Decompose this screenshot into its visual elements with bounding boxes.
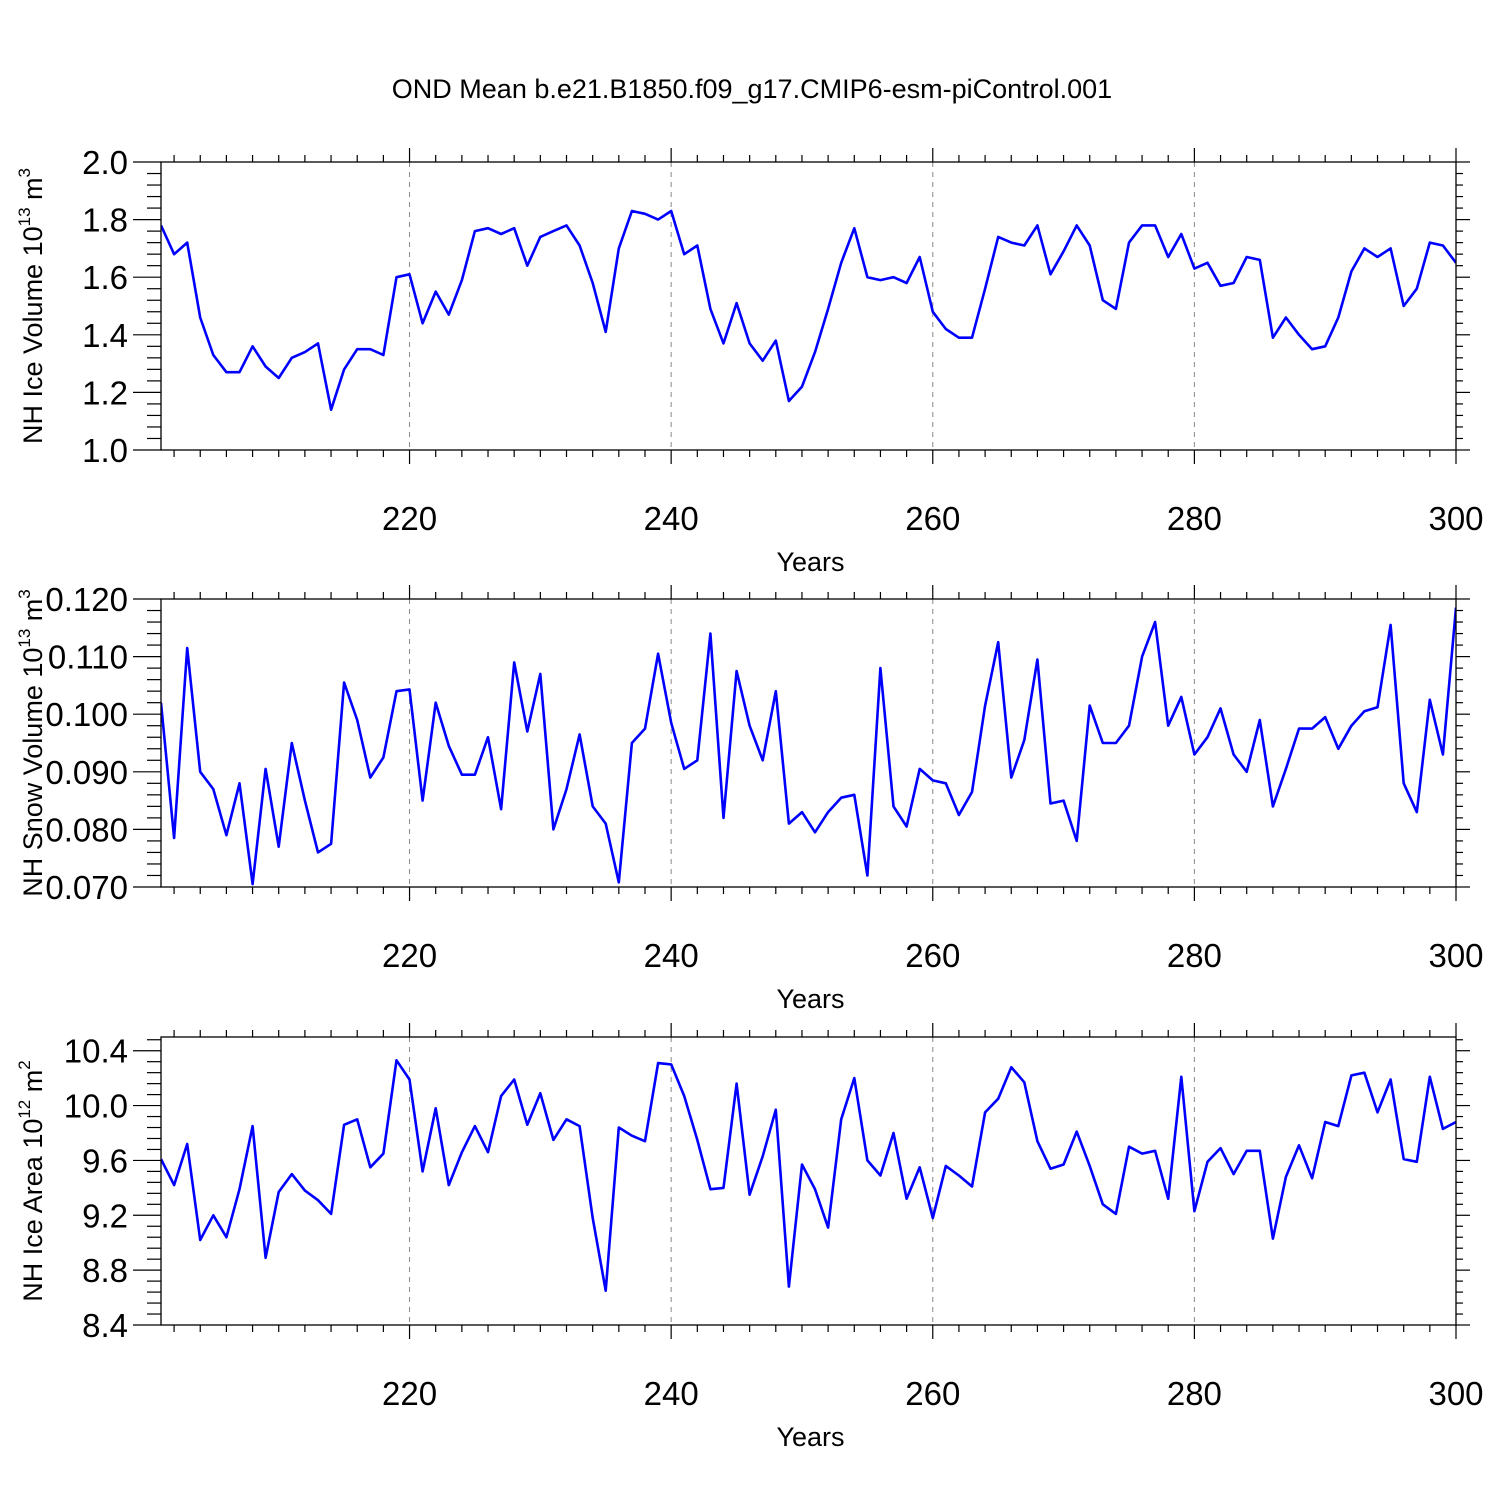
snow-volume-ytick-label: 0.120 <box>45 581 128 618</box>
ice-volume-xtick-label-300: 300 <box>1428 500 1483 537</box>
ice-volume-xtick-label-280: 280 <box>1167 500 1222 537</box>
snow-volume-ytick-label: 0.100 <box>45 696 128 733</box>
snow-volume-xlabel: Years <box>776 984 844 1014</box>
ice-volume-ytick-label: 1.8 <box>82 202 128 239</box>
ice-area-xtick-label-280: 280 <box>1167 1375 1222 1412</box>
ice-area-ytick-label: 8.8 <box>82 1252 128 1289</box>
ice-area-ytick-label: 8.4 <box>82 1307 128 1344</box>
snow-volume-xtick-label-300: 300 <box>1428 937 1483 974</box>
ice-volume-xlabel: Years <box>776 547 844 577</box>
ice-volume-ytick-label: 1.0 <box>82 432 128 469</box>
snow-volume-plot-frame <box>160 598 1457 888</box>
snow-volume-xtick-label-260: 260 <box>905 937 960 974</box>
ice-area-ytick-label: 9.2 <box>82 1197 128 1234</box>
ice-volume-ytick-label: 1.4 <box>82 317 128 354</box>
ice-volume-ylabel: NH Ice Volume 1013 m3 <box>15 168 48 444</box>
ice-area-xlabel: Years <box>776 1422 844 1452</box>
ice-area-ytick-label: 10.4 <box>64 1033 128 1070</box>
ice-volume-xtick-label-220: 220 <box>382 500 437 537</box>
snow-volume-ytick-label: 0.110 <box>48 639 128 676</box>
snow-volume-ytick-label: 0.080 <box>45 811 128 848</box>
panel-ice-volume: 1.0 1.2 1.4 1.6 1.8 2.0 220 240 260 280 300 Years NH… <box>15 144 1484 577</box>
ice-volume-ytick-label: 1.2 <box>82 374 128 411</box>
snow-volume-xtick-label-280: 280 <box>1167 937 1222 974</box>
ice-area-ytick-label: 9.6 <box>82 1142 128 1179</box>
figure-title: OND Mean b.e21.B1850.f09_g17.CMIP6-esm-p… <box>392 74 1112 104</box>
ice-area-xtick-label-240: 240 <box>644 1375 699 1412</box>
ice-volume-xtick-label-260: 260 <box>905 500 960 537</box>
ice-area-xtick-label-300: 300 <box>1428 1375 1483 1412</box>
ice-volume-series-line <box>161 209 1456 412</box>
ice-area-xtick-label-260: 260 <box>905 1375 960 1412</box>
ice-area-xtick-label-220: 220 <box>382 1375 437 1412</box>
snow-volume-series-line <box>161 607 1456 886</box>
ice-volume-xtick-label-240: 240 <box>644 500 699 537</box>
ice-volume-ytick-label: 2.0 <box>82 144 128 181</box>
snow-volume-xtick-label-220: 220 <box>382 937 437 974</box>
snow-volume-xtick-label-240: 240 <box>644 937 699 974</box>
ice-area-plot-frame <box>160 1036 1457 1326</box>
snow-volume-ytick-label: 0.070 <box>45 869 128 906</box>
ice-area-series-line <box>161 1059 1456 1292</box>
ice-area-ylabel: NH Ice Area 1012 m2 <box>15 1060 48 1301</box>
snow-volume-ytick-label: 0.090 <box>45 754 128 791</box>
ice-volume-plot-frame <box>160 161 1457 451</box>
snow-volume-ylabel: NH Snow Volume 1013 m3 <box>15 589 48 897</box>
panel-ice-area: 8.4 8.8 9.2 9.6 10.0 10.4 220 240 260 280 300 Years… <box>15 1023 1484 1452</box>
ice-volume-ytick-label: 1.6 <box>82 259 128 296</box>
panel-snow-volume: 0.070 0.080 0.090 0.100 0.110 0.120 220 240 260 2… <box>15 581 1484 1014</box>
ice-area-ytick-label: 10.0 <box>64 1088 128 1125</box>
